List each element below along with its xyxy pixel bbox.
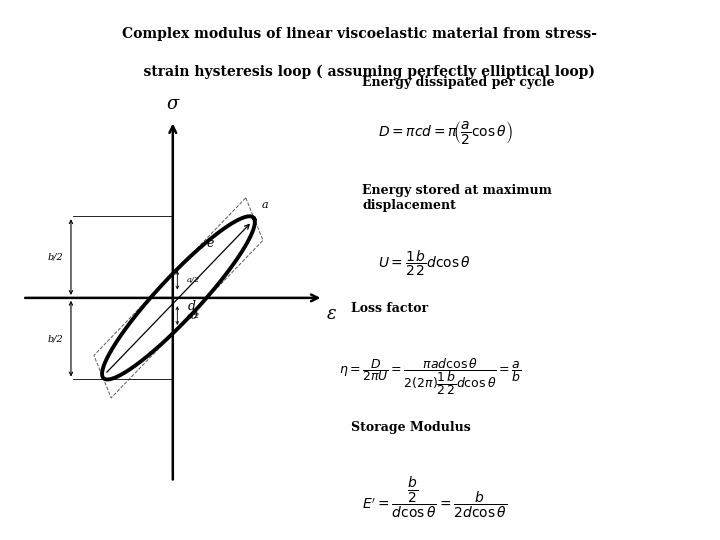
Text: θ: θ xyxy=(191,311,198,321)
Text: Complex modulus of linear viscoelastic material from stress-: Complex modulus of linear viscoelastic m… xyxy=(122,27,598,41)
Text: $\eta = \dfrac{D}{2\pi U} = \dfrac{\pi ad\cos\theta}{2(2\pi)\dfrac{1}{2}\dfrac{b: $\eta = \dfrac{D}{2\pi U} = \dfrac{\pi a… xyxy=(339,356,521,397)
Text: $D = \pi cd = \pi\!\left(\dfrac{a}{2}\cos\theta\right)$: $D = \pi cd = \pi\!\left(\dfrac{a}{2}\co… xyxy=(378,119,513,146)
Text: e: e xyxy=(207,237,214,250)
Text: Loss factor: Loss factor xyxy=(351,302,428,315)
Text: a: a xyxy=(261,200,268,210)
Text: d: d xyxy=(188,300,196,313)
Text: b/2: b/2 xyxy=(48,334,63,343)
Text: ε: ε xyxy=(327,305,336,323)
Text: Storage Modulus: Storage Modulus xyxy=(351,421,470,434)
Text: strain hysteresis loop ( assuming perfectly elliptical loop): strain hysteresis loop ( assuming perfec… xyxy=(125,65,595,79)
Text: Energy dissipated per cycle: Energy dissipated per cycle xyxy=(362,76,555,89)
Text: b/2: b/2 xyxy=(48,253,63,261)
Text: a/2: a/2 xyxy=(186,312,199,320)
Text: $E^{\prime} = \dfrac{\dfrac{b}{2}}{d\cos\theta} = \dfrac{b}{2d\cos\theta}$: $E^{\prime} = \dfrac{\dfrac{b}{2}}{d\cos… xyxy=(362,475,508,520)
Text: a/2: a/2 xyxy=(186,276,199,284)
Text: Energy stored at maximum
displacement: Energy stored at maximum displacement xyxy=(362,184,552,212)
Text: σ: σ xyxy=(166,96,179,113)
Text: $U = \dfrac{1}{2}\dfrac{b}{2}d\cos\theta$: $U = \dfrac{1}{2}\dfrac{b}{2}d\cos\theta… xyxy=(378,248,471,278)
